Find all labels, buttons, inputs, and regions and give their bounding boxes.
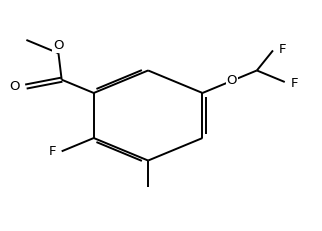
Text: F: F xyxy=(48,145,56,158)
Text: F: F xyxy=(290,77,298,90)
Text: O: O xyxy=(10,80,20,93)
Text: O: O xyxy=(53,39,64,52)
Text: F: F xyxy=(279,43,286,56)
Text: O: O xyxy=(227,74,237,87)
